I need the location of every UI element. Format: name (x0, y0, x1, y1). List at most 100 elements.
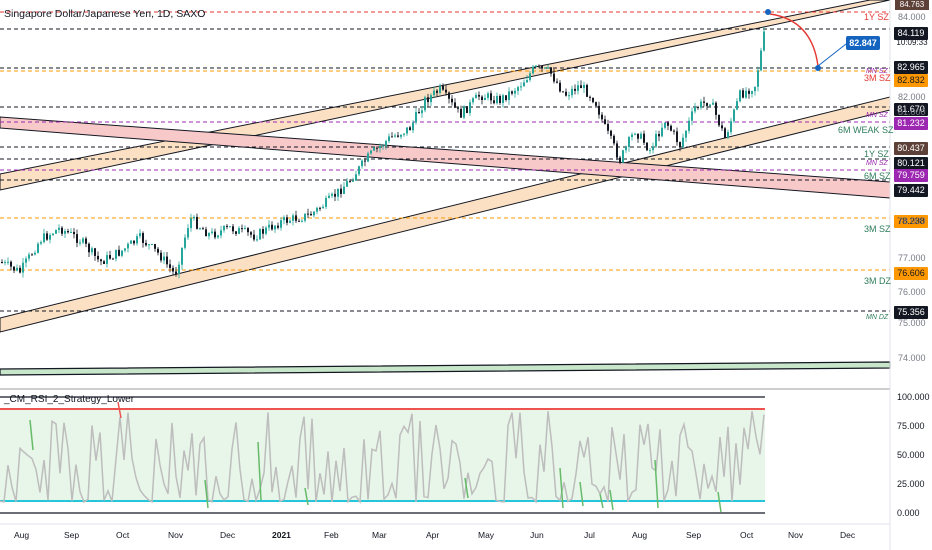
candle-body (640, 133, 642, 139)
candle-body (595, 102, 597, 106)
rsi-tick: 100.000 (897, 392, 930, 402)
candle-body (718, 114, 720, 126)
candle-body (241, 228, 243, 230)
axes (0, 0, 891, 550)
price-label: 78.238 (894, 215, 928, 228)
candle-body (415, 111, 417, 123)
candle-body (442, 85, 444, 90)
chart-title: Singapore Dollar/Japanese Yen, 1D, SAXO (4, 8, 206, 20)
candle-body (712, 102, 714, 105)
candle-body (214, 231, 216, 238)
candle-body (193, 216, 195, 219)
candle-body (532, 66, 534, 74)
candle-body (247, 228, 249, 233)
candle-body (154, 244, 156, 249)
candle-body (196, 216, 198, 229)
candle-body (460, 108, 462, 118)
candle-body (97, 255, 99, 260)
time-tick: May (478, 530, 495, 540)
candle-body (469, 102, 471, 113)
candle-body (556, 81, 558, 83)
candle-body (307, 213, 309, 215)
candle-body (616, 143, 618, 158)
candle-body (127, 243, 129, 249)
price-label: 75.356 (894, 306, 928, 319)
candle-body (691, 111, 693, 121)
candle-body (232, 226, 234, 232)
price-label: 80.121 (894, 157, 928, 170)
candle-body (697, 107, 699, 109)
time-tick: Aug (14, 530, 30, 540)
candle-body (502, 95, 504, 103)
candle-body (172, 267, 174, 272)
candle-body (625, 146, 627, 151)
candle-body (412, 122, 414, 131)
candle-body (403, 133, 405, 135)
candle-body (28, 254, 30, 259)
candle-body (748, 90, 750, 94)
candle-body (322, 206, 324, 209)
candle-body (421, 110, 423, 114)
support-band (0, 361, 891, 376)
candle-body (13, 266, 15, 271)
candle-body (562, 91, 564, 93)
candle-body (508, 91, 510, 100)
time-tick: Jul (584, 530, 595, 540)
candle-body (187, 228, 189, 238)
candle-body (610, 130, 612, 136)
candle-body (649, 150, 651, 152)
time-tick: Jun (530, 530, 544, 540)
signal-mark (609, 489, 614, 511)
candle-body (580, 85, 582, 89)
candle-body (466, 106, 468, 113)
candle-body (535, 65, 537, 67)
candle-body (400, 134, 402, 137)
candle-body (274, 225, 276, 230)
signal-mark (464, 477, 469, 499)
candle-body (109, 255, 111, 259)
candle-body (397, 135, 399, 137)
candle-body (220, 230, 222, 236)
candle-body (493, 100, 495, 104)
zone-label: 1Y SZ (864, 149, 889, 159)
price-tick: 74.000 (898, 353, 926, 363)
candle-body (124, 248, 126, 251)
candle-body (445, 89, 447, 93)
candle-body (715, 102, 717, 115)
candle-body (259, 229, 261, 240)
candle-body (88, 243, 90, 253)
time-tick: Nov (168, 530, 184, 540)
candle-body (160, 252, 162, 261)
candle-body (475, 94, 477, 99)
rsi-tick: 75.000 (897, 421, 925, 431)
candle-body (181, 247, 183, 265)
candle-body (238, 228, 240, 234)
candle-body (331, 193, 333, 196)
candle-body (484, 97, 486, 100)
projection-arrow (769, 13, 819, 67)
candle-body (1, 262, 3, 263)
candle-body (340, 188, 342, 194)
candle-body (115, 249, 117, 259)
trend-channels (0, 0, 891, 376)
candle-body (292, 215, 294, 221)
zone-label: 3M SZ (864, 224, 891, 234)
signal-mark (599, 493, 604, 509)
indicator-title: _CM_RSI_2_Strategy_Lower (4, 394, 135, 405)
price-tick: 82.000 (898, 92, 926, 102)
candle-body (367, 153, 369, 162)
candle-body (16, 267, 18, 271)
candle-body (4, 261, 6, 263)
candle-body (43, 233, 45, 243)
candle-body (742, 90, 744, 98)
candle-body (271, 224, 273, 230)
candle-body (256, 239, 258, 241)
candle-body (316, 207, 318, 212)
time-tick: Aug (632, 530, 648, 540)
zone-label: 3M DZ (864, 276, 891, 286)
time-tick: Dec (220, 530, 236, 540)
time-tick: Mar (372, 530, 387, 540)
candle-body (217, 235, 219, 238)
candle-body (253, 234, 255, 240)
